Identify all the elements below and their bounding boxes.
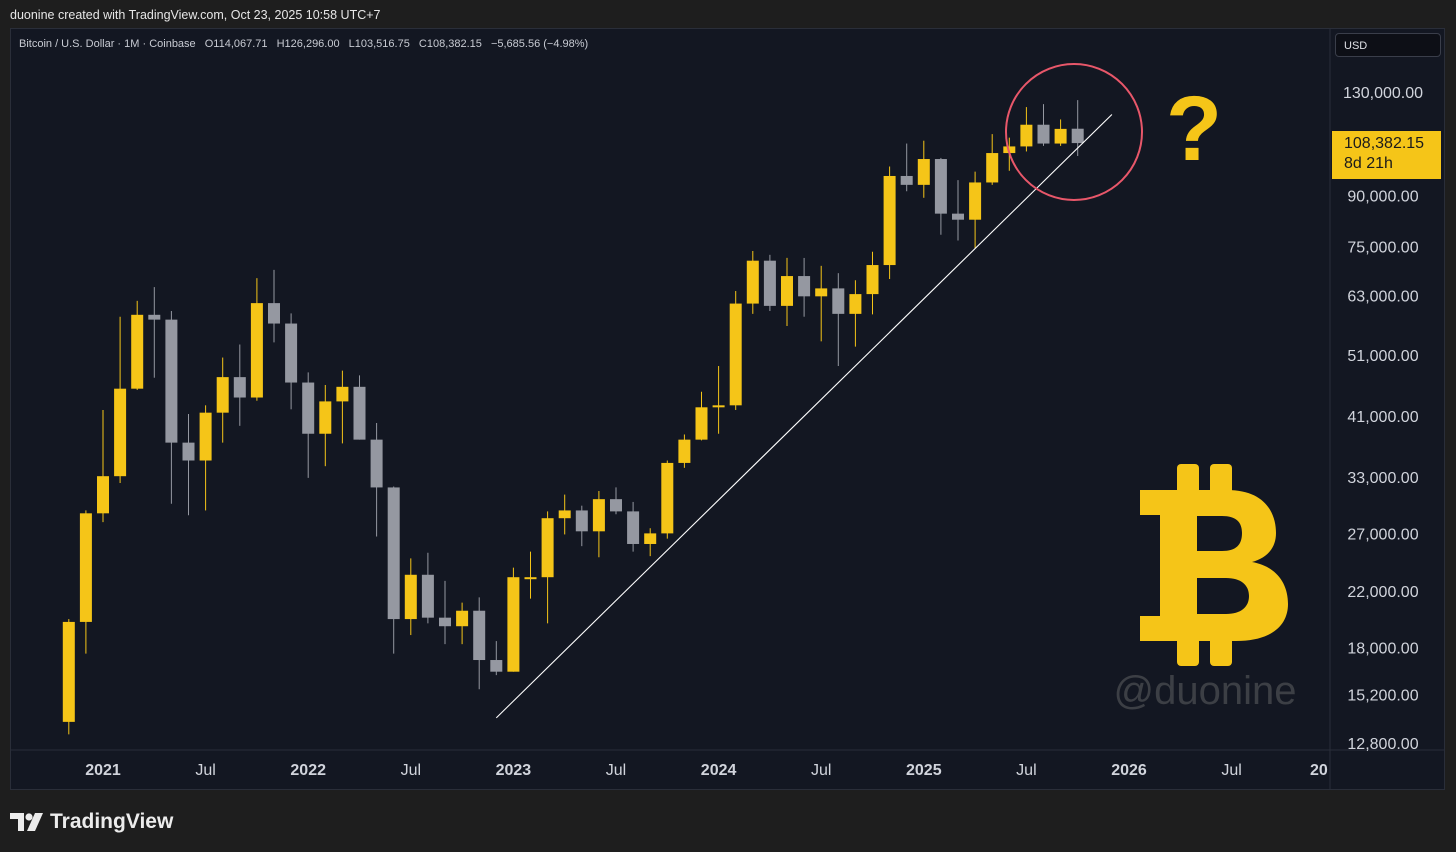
brand-name: TradingView [50, 810, 174, 833]
bar-countdown: 8d 21h [1344, 155, 1393, 172]
open-value: O114,067.71 [204, 38, 268, 50]
tradingview-brand[interactable]: TradingView [10, 808, 173, 836]
high-value: H126,296.00 [276, 38, 340, 50]
change-value: −5,685.56 (−4.98%) [490, 38, 589, 50]
tradingview-logo-icon [10, 813, 43, 831]
currency-selector[interactable]: USD [1335, 33, 1441, 57]
last-price: 108,382.15 [1344, 135, 1425, 152]
close-value: C108,382.15 [418, 38, 482, 50]
symbol-name[interactable]: Bitcoin / U.S. Dollar · 1M · Coinbase [19, 38, 196, 50]
chart-caption: duonine created with TradingView.com, Oc… [10, 8, 381, 22]
symbol-legend: Bitcoin / U.S. Dollar · 1M · Coinbase O1… [19, 38, 588, 50]
low-value: L103,516.75 [348, 38, 410, 50]
chart-frame[interactable] [10, 28, 1445, 790]
last-price-tag: 108,382.15 8d 21h [1332, 131, 1441, 179]
